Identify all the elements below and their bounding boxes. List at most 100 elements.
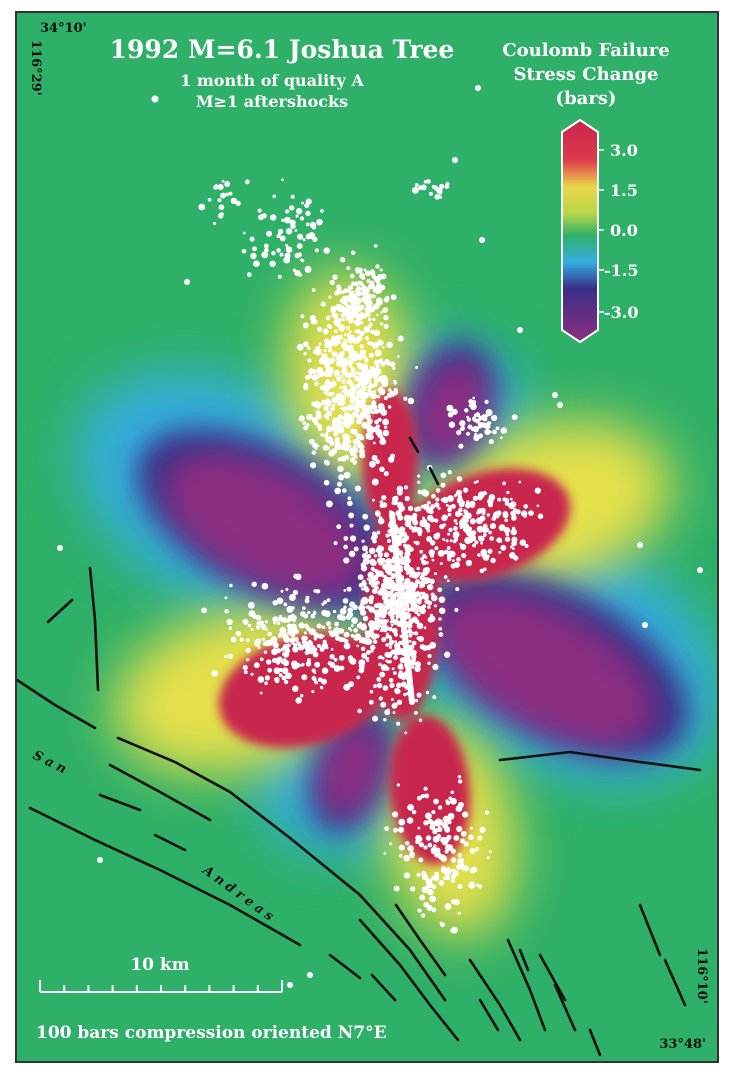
aftershock-dot: [416, 872, 421, 877]
aftershock-dot: [224, 192, 229, 197]
aftershock-dot: [380, 361, 386, 367]
aftershock-dot: [379, 628, 383, 633]
scale-label: 10 km: [130, 955, 189, 975]
aftershock-dot: [249, 236, 255, 242]
aftershock-dot: [311, 417, 319, 424]
aftershock-dot: [227, 653, 233, 659]
aftershock-dot: [552, 392, 558, 398]
aftershock-dot: [323, 385, 330, 391]
aftershock-dot: [318, 357, 326, 365]
aftershock-dot: [366, 649, 371, 655]
aftershock-dot: [419, 894, 426, 901]
aftershock-dot: [329, 662, 336, 668]
aftershock-dot: [324, 338, 330, 344]
aftershock-dot: [373, 390, 376, 393]
aftershock-dot: [304, 598, 310, 604]
aftershock-dot: [333, 429, 339, 435]
aftershock-dot: [421, 489, 428, 496]
aftershock-dot: [313, 589, 318, 593]
aftershock-dot: [393, 499, 396, 503]
aftershock-dot: [184, 279, 190, 285]
aftershock-dot: [512, 526, 516, 530]
aftershock-dot: [369, 341, 374, 346]
aftershock-dot: [383, 297, 390, 303]
aftershock-dot: [456, 864, 462, 870]
aftershock-dot: [304, 202, 310, 209]
aftershock-dot: [295, 573, 302, 580]
aftershock-dot: [504, 518, 509, 523]
aftershock-dot: [392, 711, 396, 714]
aftershock-dot: [457, 775, 462, 779]
aftershock-dot: [414, 667, 419, 672]
aftershock-dot: [382, 577, 390, 584]
aftershock-dot: [452, 157, 458, 163]
aftershock-dot: [325, 398, 330, 402]
aftershock-dot: [433, 875, 440, 882]
aftershock-dot: [413, 540, 417, 544]
aftershock-dot: [320, 301, 326, 307]
aftershock-dot: [457, 779, 463, 784]
aftershock-dot: [432, 663, 439, 671]
aftershock-dot: [336, 376, 342, 382]
aftershock-dot: [381, 345, 385, 349]
aftershock-dot: [272, 600, 278, 606]
aftershock-dot: [388, 678, 394, 683]
aftershock-dot: [508, 502, 515, 509]
aftershock-dot: [354, 375, 360, 382]
legend-tick-3: 3.0: [610, 141, 638, 160]
aftershock-dot: [478, 535, 485, 542]
legend-colorbar: [561, 118, 599, 344]
aftershock-dot: [358, 663, 365, 669]
aftershock-dot: [502, 481, 506, 486]
aftershock-dot: [253, 662, 260, 669]
aftershock-dot: [444, 827, 451, 833]
aftershock-dot: [444, 903, 452, 910]
aftershock-dot: [438, 880, 445, 886]
aftershock-dot: [219, 212, 224, 217]
aftershock-dot: [350, 634, 354, 638]
aftershock-dot: [374, 349, 382, 357]
aftershock-dot: [436, 819, 443, 826]
aftershock-dot: [325, 379, 331, 384]
aftershock-dot: [266, 659, 272, 665]
aftershock-dot: [502, 511, 509, 517]
aftershock-dot: [348, 658, 353, 663]
aftershock-dot: [284, 216, 291, 224]
aftershock-dot: [483, 567, 487, 571]
aftershock-dot: [396, 699, 403, 705]
aftershock-dot: [244, 179, 250, 185]
aftershock-dot: [350, 299, 357, 307]
aftershock-dot: [353, 635, 360, 641]
aftershock-dot: [380, 701, 387, 708]
aftershock-dot: [284, 252, 291, 259]
aftershock-dot: [333, 627, 340, 634]
aftershock-dot: [456, 825, 463, 832]
aftershock-dot: [330, 440, 333, 444]
aftershock-dot: [457, 858, 464, 865]
aftershock-dot: [348, 550, 356, 558]
aftershock-dot: [426, 179, 431, 184]
map-frame: [15, 11, 719, 1063]
aftershock-dot: [333, 665, 341, 672]
aftershock-dot: [386, 619, 389, 623]
aftershock-dot: [459, 526, 463, 530]
aftershock-dot: [315, 345, 321, 351]
aftershock-dot: [347, 500, 353, 507]
aftershock-dot: [314, 248, 319, 253]
aftershock-dot: [447, 495, 454, 503]
aftershock-dot: [450, 503, 456, 509]
aftershock-dot: [455, 587, 460, 592]
aftershock-dot: [235, 200, 241, 206]
aftershock-dot: [379, 587, 385, 593]
aftershock-dot: [455, 805, 463, 812]
aftershock-dot: [372, 317, 376, 322]
aftershock-dot: [384, 425, 388, 430]
aftershock-dot: [246, 272, 252, 277]
aftershock-dot: [484, 399, 489, 404]
corner-lat-bottom-right: 33°48': [659, 1037, 706, 1052]
aftershock-dot: [302, 238, 306, 242]
aftershock-dot: [372, 400, 375, 403]
aftershock-dot: [469, 502, 476, 509]
aftershock-dot: [372, 621, 376, 625]
aftershock-dot: [418, 718, 423, 722]
